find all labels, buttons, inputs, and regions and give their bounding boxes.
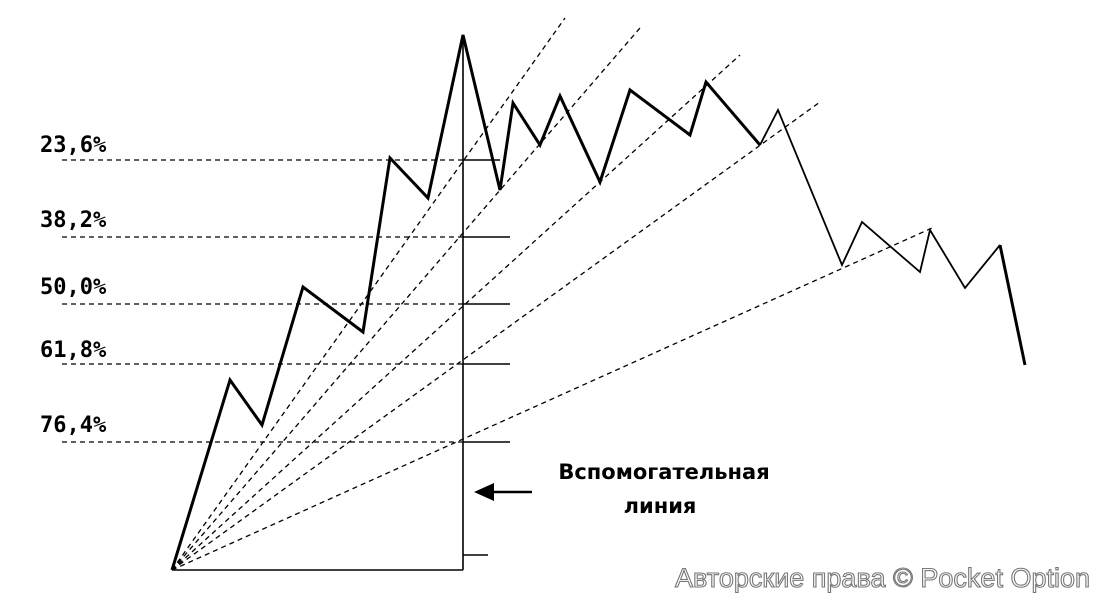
level-lines <box>62 159 510 443</box>
level-label: 76,4% <box>40 413 107 438</box>
price-line <box>998 244 1027 366</box>
fan-line <box>171 27 641 571</box>
price-line <box>759 107 1001 290</box>
fan-line <box>171 17 566 571</box>
annotation-line1: Вспомогательная <box>558 460 769 484</box>
level-label: 50,0% <box>40 275 107 300</box>
fan-line <box>171 54 741 571</box>
watermark: Авторские права © Pocket Option <box>675 563 1090 593</box>
annotation-line2: линия <box>624 494 697 518</box>
fan-line <box>171 227 933 571</box>
level-label: 61,8% <box>40 338 107 363</box>
level-label: 38,2% <box>40 208 107 233</box>
arrow-head <box>474 483 494 501</box>
fan-lines <box>171 17 933 571</box>
price-line <box>170 34 762 571</box>
level-label: 23,6% <box>40 133 107 158</box>
fan-line <box>171 101 821 571</box>
